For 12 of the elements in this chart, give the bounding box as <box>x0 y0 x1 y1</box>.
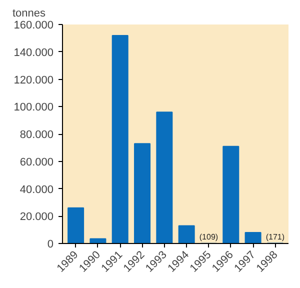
y-tick-label: 160.000 <box>14 20 54 32</box>
y-tick-label: 60.000 <box>20 156 54 168</box>
y-tick-label: 120.000 <box>14 74 54 86</box>
y-tick-label: 40.000 <box>20 184 54 196</box>
y-axis-title: tonnes <box>12 8 46 20</box>
y-tick-label: 0 <box>47 238 54 250</box>
data-label: (171) <box>266 232 285 242</box>
y-tick-label: 100.000 <box>14 102 54 114</box>
y-tick-label: 20.000 <box>20 211 54 224</box>
data-label: (109) <box>199 232 218 242</box>
y-tick-label: 140.000 <box>14 46 54 59</box>
y-tick-label: 80.000 <box>20 129 54 141</box>
